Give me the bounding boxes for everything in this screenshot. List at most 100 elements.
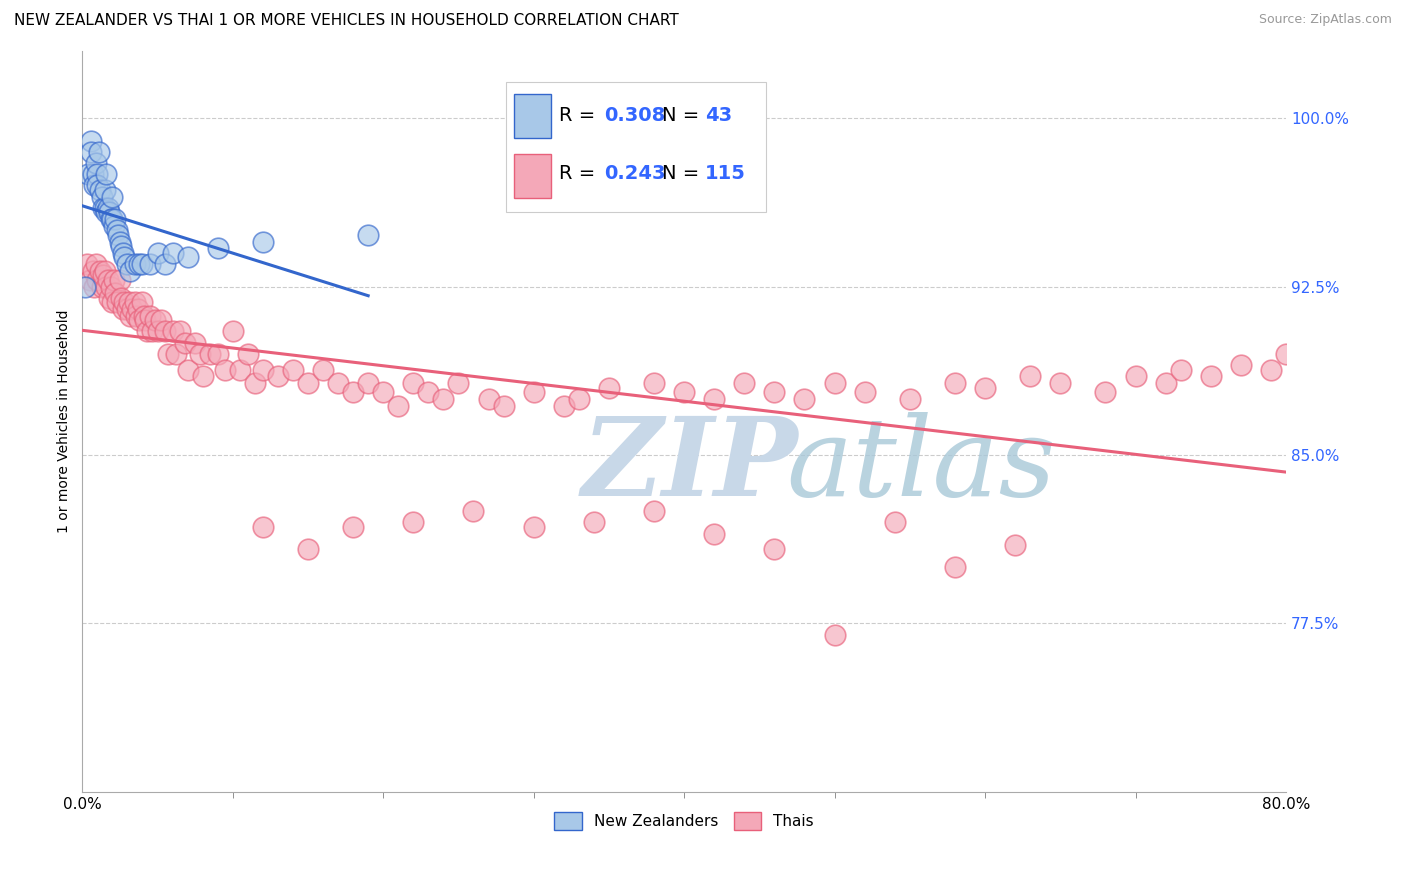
Point (131, 257, 153, 271)
Point (793, 392, 815, 406)
Point (176, 362, 198, 376)
Point (1019, 369, 1042, 384)
Point (120, 309, 142, 323)
Point (90, 279, 112, 293)
Point (1230, 358, 1253, 372)
Point (117, 301, 139, 316)
Y-axis label: 1 or more Vehicles in Household: 1 or more Vehicles in Household (58, 310, 72, 533)
Point (84, 257, 107, 271)
Point (402, 516, 425, 530)
Point (418, 385, 440, 400)
Point (165, 347, 187, 361)
Point (763, 542, 786, 557)
Point (121, 301, 143, 316)
Point (312, 362, 335, 376)
Point (184, 335, 207, 350)
Point (824, 628, 846, 642)
Point (173, 335, 195, 350)
Point (127, 301, 149, 316)
Point (108, 273, 131, 287)
Point (89, 264, 111, 278)
Point (94, 264, 117, 278)
Point (943, 560, 966, 574)
Point (214, 362, 236, 376)
Point (87, 145, 110, 159)
Point (326, 376, 349, 391)
Point (100, 212, 122, 227)
Point (553, 399, 575, 413)
Point (342, 520, 364, 534)
Point (79, 273, 101, 287)
Point (96, 167, 118, 181)
Point (101, 212, 124, 227)
Point (582, 516, 605, 530)
Point (1170, 362, 1192, 376)
Point (673, 385, 696, 400)
Point (143, 313, 166, 327)
Point (80, 145, 103, 159)
Point (703, 392, 725, 406)
Point (101, 190, 124, 204)
Point (149, 313, 172, 327)
Point (153, 325, 176, 339)
Point (134, 313, 156, 327)
Point (128, 257, 150, 271)
Point (898, 392, 921, 406)
Point (207, 347, 229, 361)
Point (128, 313, 150, 327)
Point (80, 134, 103, 148)
Point (198, 347, 221, 361)
Point (943, 376, 966, 391)
Point (90, 190, 112, 204)
Point (136, 325, 159, 339)
Point (111, 245, 134, 260)
Point (97, 273, 120, 287)
Point (162, 325, 184, 339)
Point (104, 212, 127, 227)
Point (1260, 362, 1282, 376)
Point (131, 295, 153, 310)
Point (84, 156, 107, 170)
Point (132, 309, 155, 323)
Point (75, 279, 97, 293)
Point (357, 376, 380, 391)
Point (568, 392, 591, 406)
Point (281, 362, 304, 376)
Point (252, 520, 274, 534)
Point (146, 245, 169, 260)
Point (974, 381, 997, 395)
Point (387, 399, 409, 413)
Point (77, 167, 100, 181)
Point (120, 264, 142, 278)
Point (83, 178, 105, 193)
Point (103, 273, 125, 287)
Point (93, 201, 115, 215)
Point (733, 376, 755, 391)
Point (125, 309, 148, 323)
Point (118, 295, 141, 310)
Point (110, 239, 132, 253)
Point (229, 362, 252, 376)
Point (98, 205, 121, 219)
Point (1004, 538, 1026, 552)
Legend: New Zealanders, Thais: New Zealanders, Thais (548, 806, 820, 836)
Point (267, 369, 290, 384)
Point (86, 178, 108, 193)
Point (96, 205, 118, 219)
Point (117, 257, 139, 271)
Point (105, 223, 128, 237)
Point (245, 376, 267, 391)
Point (1125, 369, 1147, 384)
Point (402, 376, 425, 391)
Point (824, 376, 846, 391)
Text: NEW ZEALANDER VS THAI 1 OR MORE VEHICLES IN HOUSEHOLD CORRELATION CHART: NEW ZEALANDER VS THAI 1 OR MORE VEHICLES… (14, 13, 679, 29)
Point (643, 504, 665, 518)
Point (191, 369, 214, 384)
Point (447, 376, 470, 391)
Point (141, 325, 163, 339)
Point (169, 325, 191, 339)
Point (432, 392, 454, 406)
Point (703, 526, 725, 541)
Point (100, 279, 122, 293)
Point (853, 385, 876, 400)
